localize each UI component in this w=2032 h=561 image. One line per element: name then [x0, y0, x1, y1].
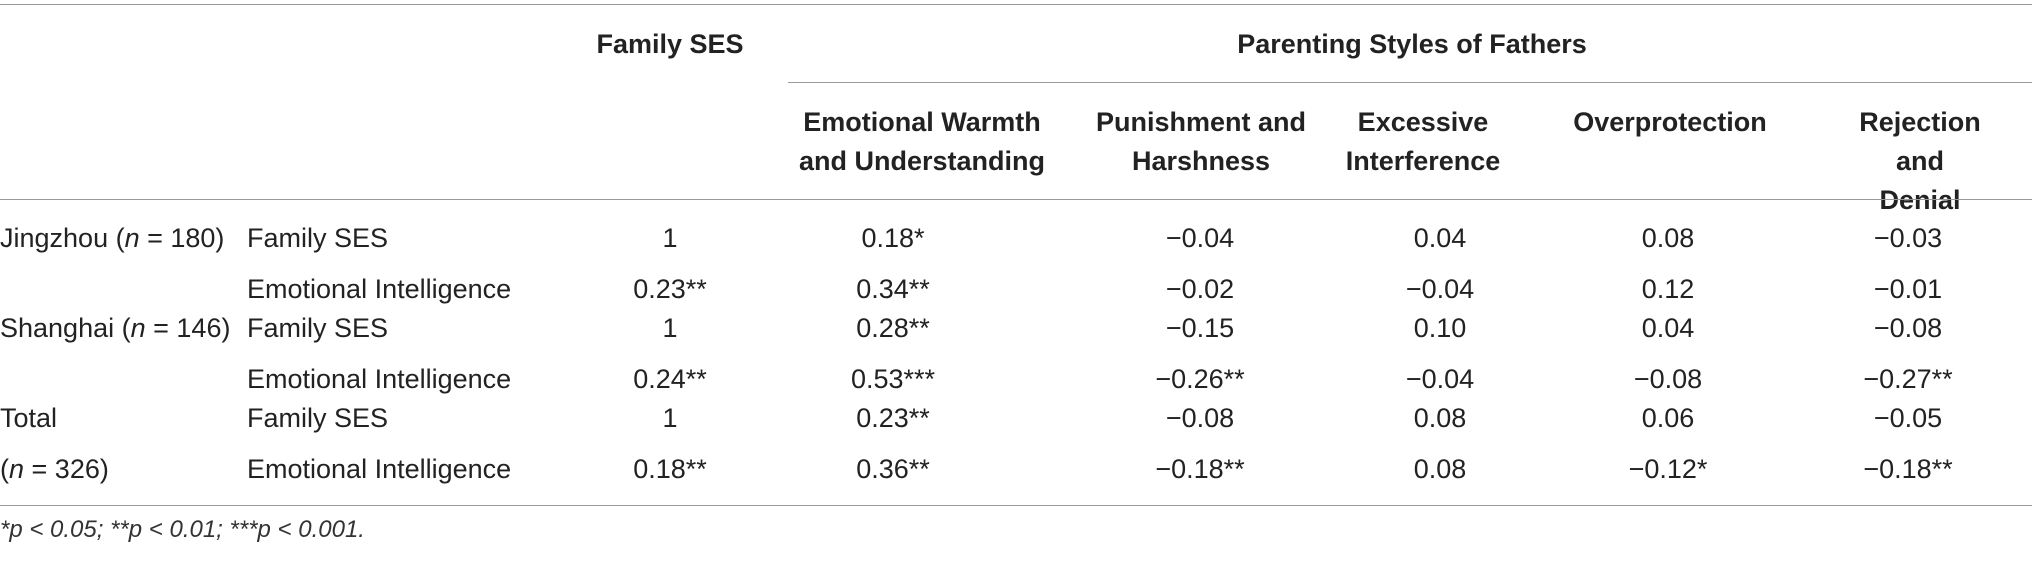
header-parenting-styles: Parenting Styles of Fathers	[1237, 29, 1587, 59]
cell-parenting-value: −0.08	[1165, 403, 1235, 433]
cell-family-ses: 1	[662, 223, 678, 253]
cell-parenting-value: −0.15	[1165, 313, 1235, 343]
cell-parenting-value: 0.10	[1413, 313, 1467, 343]
row-variable-label: Emotional Intelligence	[247, 454, 512, 484]
cell-parenting-value: 0.34**	[856, 274, 930, 304]
cell-parenting-value: −0.02	[1165, 274, 1235, 304]
header-overprotection: Overprotection	[1573, 107, 1767, 137]
cell-parenting-value: −0.12*	[1628, 454, 1708, 484]
cell-parenting-value: 0.23**	[856, 403, 930, 433]
row-variable-label: Family SES	[247, 403, 389, 433]
row-variable-label: Emotional Intelligence	[247, 364, 512, 394]
cell-parenting-value: 0.06	[1641, 403, 1695, 433]
header-rejection-denial: Rejection and Denial	[1859, 107, 1981, 215]
header-excessive-interference: Excessive Interference	[1345, 107, 1501, 176]
cell-parenting-value: 0.12	[1641, 274, 1695, 304]
cell-parenting-value: 0.53***	[850, 364, 936, 394]
subheader-rule	[788, 82, 2032, 83]
row-group-label: Shanghai (n = 146)	[0, 313, 231, 343]
header-punishment: Punishment and Harshness	[1095, 107, 1307, 176]
cell-parenting-value: 0.04	[1641, 313, 1695, 343]
cell-parenting-value: −0.04	[1165, 223, 1235, 253]
cell-family-ses: 1	[662, 403, 678, 433]
row-variable-label: Emotional Intelligence	[247, 274, 512, 304]
cell-parenting-value: −0.18**	[1863, 454, 1953, 484]
cell-parenting-value: 0.28**	[856, 313, 930, 343]
cell-family-ses: 1	[662, 313, 678, 343]
cell-parenting-value: −0.08	[1633, 364, 1703, 394]
cell-family-ses: 0.24**	[633, 364, 707, 394]
cell-parenting-value: 0.18*	[861, 223, 925, 253]
cell-family-ses: 0.23**	[633, 274, 707, 304]
cell-parenting-value: −0.04	[1405, 364, 1475, 394]
cell-family-ses: 0.18**	[633, 454, 707, 484]
row-group-label: Total	[0, 403, 58, 433]
cell-parenting-value: 0.08	[1413, 403, 1467, 433]
cell-parenting-value: 0.36**	[856, 454, 930, 484]
row-group-label: Jingzhou (n = 180)	[0, 223, 225, 253]
cell-parenting-value: −0.08	[1873, 313, 1943, 343]
cell-parenting-value: 0.08	[1413, 454, 1467, 484]
row-variable-label: Family SES	[247, 223, 389, 253]
cell-parenting-value: −0.27**	[1863, 364, 1953, 394]
row-variable-label: Family SES	[247, 313, 389, 343]
cell-parenting-value: 0.04	[1413, 223, 1467, 253]
header-emotional-warmth: Emotional Warmth and Understanding	[798, 107, 1046, 176]
cell-parenting-value: −0.01	[1873, 274, 1943, 304]
cell-parenting-value: −0.18**	[1155, 454, 1245, 484]
top-rule	[0, 4, 2032, 5]
cell-parenting-value: −0.04	[1405, 274, 1475, 304]
bottom-rule	[0, 505, 2032, 506]
row-group-label: (n = 326)	[0, 454, 109, 484]
header-bottom-rule	[0, 199, 2032, 200]
cell-parenting-value: −0.26**	[1155, 364, 1245, 394]
footnote: *p < 0.05; **p < 0.01; ***p < 0.001.	[0, 516, 365, 543]
cell-parenting-value: 0.08	[1641, 223, 1695, 253]
header-family-ses: Family SES	[596, 29, 744, 59]
cell-parenting-value: −0.03	[1873, 223, 1943, 253]
cell-parenting-value: −0.05	[1873, 403, 1943, 433]
